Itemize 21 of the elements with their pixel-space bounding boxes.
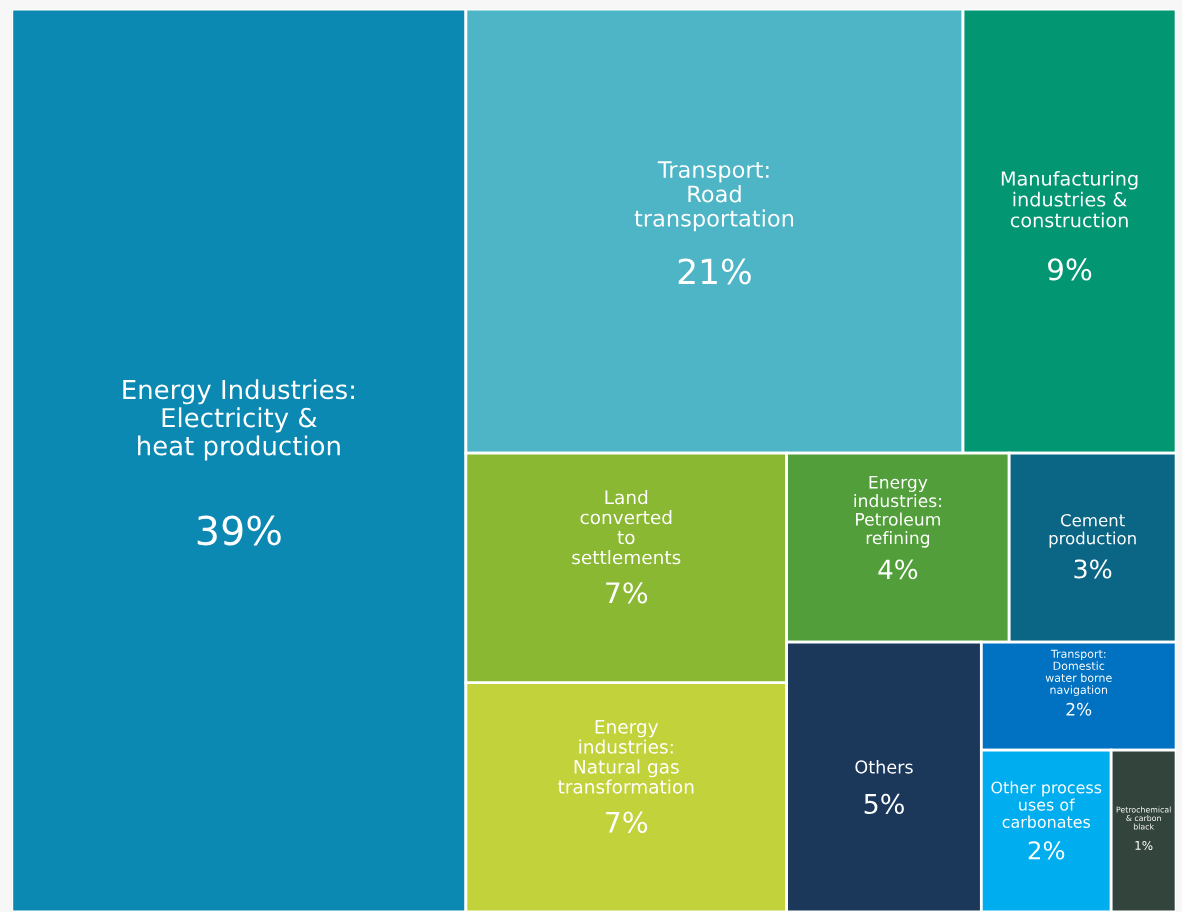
category-label: Cement production: [1049, 513, 1136, 548]
category-label: Manufacturing industries & construction: [1001, 170, 1138, 228]
data-label: 1%: [1135, 840, 1153, 851]
category-label: Other process uses of carbonates: [991, 781, 1102, 828]
category-label: Transport: Domestic water borne navigation: [1045, 649, 1112, 697]
data-label: 4%: [878, 559, 918, 580]
category-label: Others: [855, 759, 913, 774]
category-label: Energy industries: Petroleum refining: [854, 475, 941, 548]
data-label: 2%: [1028, 841, 1065, 860]
data-label: 5%: [864, 793, 904, 815]
data-label: 7%: [606, 811, 648, 833]
data-label: 7%: [606, 582, 648, 604]
data-label: 21%: [678, 258, 751, 285]
category-label: Energy industries: Natural gas transformation: [558, 719, 694, 794]
category-label: Land converted to settlements: [572, 489, 681, 565]
data-label: 39%: [197, 515, 281, 546]
category-label: Energy Industries: Electricity & heat production: [123, 379, 354, 461]
data-label: 3%: [1074, 559, 1112, 579]
data-label: 2%: [1066, 702, 1092, 716]
data-label: 9%: [1048, 258, 1092, 281]
category-label: Transport: Road transportation: [634, 161, 794, 232]
